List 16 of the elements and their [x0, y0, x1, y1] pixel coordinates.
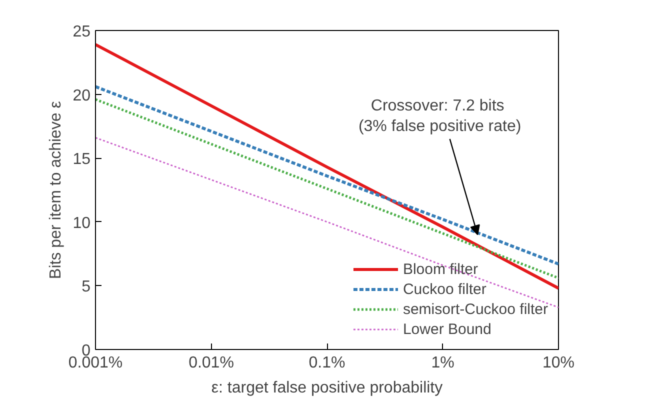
annotation: Crossover: 7.2 bits (3% false positive rate) — [358, 98, 522, 135]
legend-label: Cuckoo filter — [402, 280, 486, 298]
y-tick-label: 10 — [72, 214, 91, 232]
y-tick-label: 20 — [72, 87, 91, 104]
x-tick-label: 10% — [542, 354, 575, 372]
y-tick-label: 15 — [72, 151, 91, 168]
y-tick-label: 5 — [82, 278, 91, 296]
legend-label: Lower Bound — [402, 320, 492, 338]
x-axis-title: ε: target false positive probability — [211, 380, 443, 396]
legend-label: semisort-Cuckoo filter — [402, 300, 548, 318]
x-tick-label: 0.01% — [188, 354, 234, 372]
y-tick-label: 25 — [72, 24, 91, 40]
y-axis-title: Bits per item to achieve ε — [48, 101, 65, 279]
x-tick-label: 1% — [431, 354, 454, 372]
x-tick-label: 0.1% — [308, 354, 346, 372]
legend-label: Bloom filter — [402, 260, 478, 278]
